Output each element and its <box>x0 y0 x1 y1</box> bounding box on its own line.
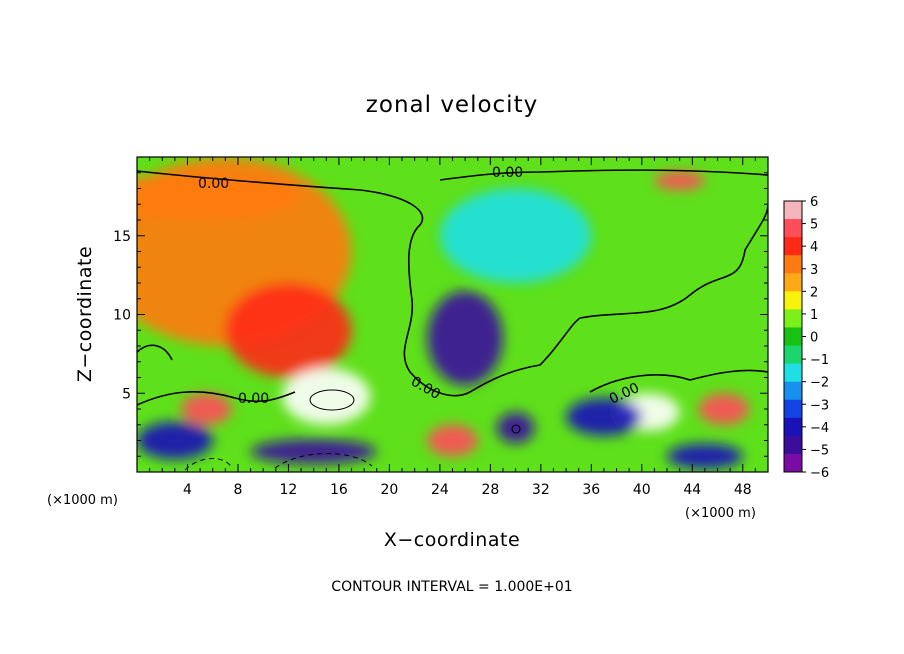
zero-contour-lower <box>137 391 296 406</box>
colorbar-label: −4 <box>810 421 829 436</box>
y-axis: 5 10 15 <box>113 172 768 457</box>
field-cell-8 <box>698 393 750 425</box>
field-cell-10 <box>427 424 478 457</box>
x-tick-label: 36 <box>582 482 600 498</box>
colorbar-swatch <box>784 327 802 347</box>
colorbar-swatch <box>784 399 802 419</box>
colorbar-label: 3 <box>810 263 818 278</box>
y-tick-label: 15 <box>113 229 131 245</box>
colorbar: 6 5 4 3 2 1 0 −1 −2 −3 −4 −5 −6 <box>783 195 829 481</box>
field-cell-12 <box>250 438 377 465</box>
colorbar-label: −6 <box>810 466 829 481</box>
field-cell-1 <box>225 283 352 378</box>
x-tick-label: 12 <box>280 482 298 498</box>
colorbar-swatch <box>784 435 802 455</box>
colorbar-swatch <box>784 345 802 365</box>
x-axis: 4 8 12 16 20 24 28 32 36 40 44 48 <box>149 157 756 498</box>
zero-contour-upper <box>137 170 768 397</box>
x-tick-label: 44 <box>683 482 701 498</box>
x-tick-label: 4 <box>183 482 192 498</box>
plot-area: 0.00 0.00 0.00 0.00 0.00 <box>137 157 768 472</box>
x-tick-label: 20 <box>380 482 398 498</box>
zero-contour-top <box>439 169 768 181</box>
colorbar-swatch <box>784 309 802 328</box>
inner-contour-1 <box>309 389 355 411</box>
colorbar-label: −5 <box>810 443 829 458</box>
negative-contours <box>184 452 373 471</box>
field-cell-11 <box>137 421 213 460</box>
field-cell-6 <box>181 393 232 425</box>
x-tick-label: 32 <box>532 482 550 498</box>
colorbar-label: 2 <box>810 285 818 300</box>
colorbar-label: 6 <box>810 195 818 210</box>
contour-label: 0.00 <box>198 176 229 192</box>
x-tick-label: 8 <box>233 482 242 498</box>
velocity-field <box>137 157 750 469</box>
colorbar-label: −2 <box>810 376 829 391</box>
colorbar-swatch <box>784 273 802 292</box>
inner-contour-2 <box>511 424 521 434</box>
colorbar-label: 5 <box>810 218 818 233</box>
field-cell-14 <box>654 171 705 191</box>
colorbar-label: 1 <box>810 308 818 323</box>
field-cell-5 <box>282 368 371 425</box>
zero-contour-left <box>137 344 173 361</box>
colorbar-swatch <box>784 219 802 238</box>
colorbar-swatch <box>784 255 802 274</box>
field-cell-15 <box>667 443 743 469</box>
field-cell-4 <box>439 188 592 283</box>
field-cell-9 <box>496 412 535 444</box>
colorbar-swatch <box>784 237 802 256</box>
colorbar-swatch <box>784 453 802 473</box>
colorbar-label: 4 <box>810 240 818 255</box>
zero-contours <box>137 169 768 406</box>
colorbar-label: −1 <box>810 353 829 368</box>
colorbar-swatch <box>784 417 802 437</box>
x-axis-label: X−coordinate <box>384 529 520 551</box>
positive-contours <box>309 389 521 434</box>
x-tick-label: 24 <box>431 482 449 498</box>
y-tick-label: 10 <box>113 308 131 324</box>
y-axis-label: Z−coordinate <box>74 246 96 382</box>
y-tick-label: 5 <box>122 386 131 402</box>
colorbar-swatch <box>784 201 802 220</box>
dashed-contour-2 <box>274 452 373 469</box>
chart-title: zonal velocity <box>366 92 538 118</box>
dashed-contour-1 <box>184 458 233 471</box>
y-unit-label: (×1000 m) <box>47 493 118 508</box>
colorbar-swatch <box>784 291 802 310</box>
x-tick-label: 16 <box>330 482 348 498</box>
contour-label: 0.00 <box>492 165 523 181</box>
colorbar-label: 0 <box>810 331 818 346</box>
contour-interval-label: CONTOUR INTERVAL = 1.000E+01 <box>331 579 572 595</box>
colorbar-swatch <box>784 363 802 383</box>
field-cell-13 <box>566 397 642 436</box>
contour-label: 0.00 <box>238 391 269 407</box>
x-tick-label: 48 <box>734 482 752 498</box>
field-cell-3 <box>427 290 503 386</box>
zero-contour-right <box>589 369 768 393</box>
colorbar-label: −3 <box>810 398 829 413</box>
x-tick-label: 28 <box>481 482 499 498</box>
x-unit-label: (×1000 m) <box>685 506 756 521</box>
colorbar-swatch <box>784 381 802 401</box>
x-tick-label: 40 <box>633 482 651 498</box>
field-cell-2 <box>137 172 302 220</box>
